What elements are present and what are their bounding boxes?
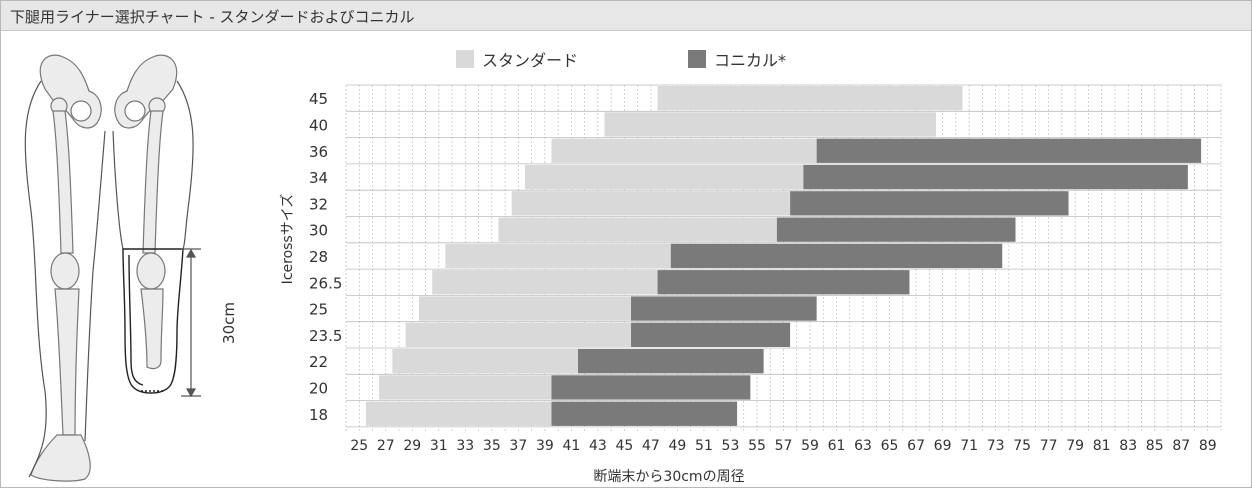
y-tick-label: 45 (309, 90, 328, 108)
x-tick-label: 81 (1093, 438, 1111, 454)
knee-joints (50, 252, 166, 290)
y-tick-label: 18 (309, 406, 328, 424)
x-tick-label: 27 (377, 438, 395, 454)
x-tick-label: 73 (987, 438, 1005, 454)
bar-conical (578, 349, 764, 374)
x-tick-label: 83 (1119, 438, 1137, 454)
chart-title: 下腿用ライナー選択チャート - スタンダードおよびコニカル (10, 8, 415, 26)
x-tick-label: 61 (828, 438, 846, 454)
legend-label-standard: スタンダード (482, 51, 578, 70)
bar-standard (405, 322, 632, 347)
y-tick-label: 25 (309, 301, 328, 319)
x-tick-label: 37 (509, 438, 527, 454)
bar-standard (379, 375, 552, 400)
bar-conical (670, 243, 1003, 269)
x-tick-label: 47 (642, 438, 660, 454)
x-tick-label: 85 (1146, 438, 1164, 454)
bar-conical (631, 322, 791, 347)
leg-illustration: 30cm (24, 54, 238, 482)
bar-conical (803, 164, 1188, 190)
bar-standard (392, 349, 579, 374)
x-tick-label: 39 (536, 438, 554, 454)
x-tick-label: 57 (775, 438, 793, 454)
x-tick-label: 71 (960, 438, 978, 454)
y-tick-label: 34 (309, 169, 328, 187)
y-tick-label: 28 (309, 248, 328, 266)
bar-standard (604, 112, 936, 137)
x-tick-label: 63 (854, 438, 872, 454)
bar-conical (657, 270, 910, 295)
x-tick-label: 65 (881, 438, 899, 454)
length-label: 30cm (220, 302, 238, 344)
x-tick-label: 35 (483, 438, 501, 454)
x-tick-label: 77 (1040, 438, 1058, 454)
legend-swatch-conical (688, 50, 706, 68)
x-tick-label: 75 (1013, 438, 1031, 454)
bar-conical (776, 217, 1016, 242)
pelvis-left (39, 54, 102, 129)
x-tick-label: 33 (456, 438, 474, 454)
x-tick-label: 79 (1066, 438, 1084, 454)
bar-conical (790, 191, 1069, 216)
y-tick-label: 32 (309, 195, 328, 213)
bar-standard (365, 401, 552, 426)
y-tick-label: 36 (309, 143, 328, 161)
foot-bones (30, 434, 91, 482)
x-tick-label: 53 (722, 438, 740, 454)
y-tick-label: 20 (309, 379, 328, 397)
y-tick-label: 26.5 (309, 274, 342, 292)
body-outline (24, 80, 194, 478)
bar-standard (657, 86, 963, 111)
y-axis-label: Icerossサイズ (280, 194, 296, 285)
x-tick-label: 31 (430, 438, 448, 454)
legend: スタンダード コニカル* (456, 50, 786, 70)
y-tick-label: 40 (309, 116, 328, 134)
x-axis-label: 断端末から30cmの周径 (593, 469, 744, 485)
femur-bones (52, 110, 164, 254)
bar-standard (498, 217, 777, 242)
pelvis-right (114, 54, 178, 129)
x-tick-label: 29 (403, 438, 421, 454)
y-tick-label: 23.5 (309, 327, 342, 345)
bar-standard (524, 164, 804, 190)
y-tick-labels: 45 40 36 34 32 30 28 26.5 25 23.5 22 20 18 (309, 90, 342, 424)
y-tick-label: 22 (309, 353, 328, 371)
x-tick-label: 87 (1172, 438, 1190, 454)
bar-standard (418, 296, 632, 321)
bar-standard (511, 191, 791, 216)
bar-standard (445, 243, 671, 269)
x-tick-label: 43 (589, 438, 607, 454)
x-tick-label: 41 (562, 438, 580, 454)
x-tick-labels: 25 27 29 31 33 35 37 39 41 43 45 47 49 51 53 55 57 59 61 63… (350, 438, 1216, 454)
y-tick-label: 30 (309, 222, 328, 240)
bar-conical (551, 401, 738, 426)
bar-standard (432, 270, 658, 295)
legend-label-conical: コニカル* (714, 51, 786, 70)
title-bar: 下腿用ライナー選択チャート - スタンダードおよびコニカル (1, 1, 1251, 31)
bar-conical (551, 375, 751, 400)
bar-conical (631, 296, 817, 321)
legend-swatch-standard (456, 50, 474, 68)
x-tick-label: 55 (748, 438, 766, 454)
liner-outline (122, 248, 184, 394)
x-tick-label: 25 (350, 438, 368, 454)
x-tick-label: 49 (669, 438, 687, 454)
x-tick-label: 45 (615, 438, 633, 454)
x-tick-label: 59 (801, 438, 819, 454)
x-tick-label: 67 (907, 438, 925, 454)
bar-standard (551, 138, 817, 163)
x-tick-label: 51 (695, 438, 713, 454)
x-tick-label: 89 (1199, 438, 1217, 454)
bars (365, 86, 1202, 426)
bar-conical (816, 138, 1202, 163)
x-tick-label: 69 (934, 438, 952, 454)
measure-arrow (181, 248, 201, 398)
